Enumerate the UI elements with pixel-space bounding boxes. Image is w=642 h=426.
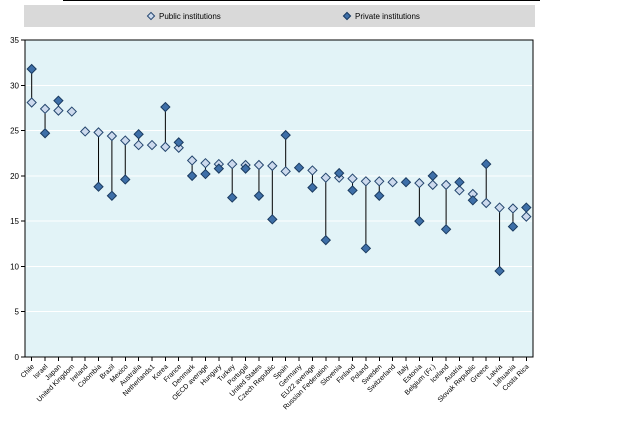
public-marker xyxy=(521,211,532,222)
private-marker xyxy=(360,243,372,254)
private-marker xyxy=(293,162,305,173)
public-marker xyxy=(227,158,238,170)
private-marker xyxy=(120,174,131,185)
private-marker xyxy=(481,158,492,170)
private-marker xyxy=(414,215,425,227)
private-marker xyxy=(521,202,532,213)
y-axis-label: 30 xyxy=(10,81,19,90)
public-marker xyxy=(440,179,452,191)
private-marker xyxy=(280,129,291,141)
private-marker xyxy=(39,128,51,139)
private-marker xyxy=(186,170,198,182)
private-marker xyxy=(374,190,385,201)
plot-area xyxy=(24,39,534,358)
public-marker xyxy=(146,139,158,151)
private-marker xyxy=(133,128,144,140)
private-marker xyxy=(307,182,318,193)
public-marker xyxy=(26,97,37,108)
private-marker xyxy=(93,181,104,192)
top-border-line xyxy=(63,0,540,1)
public-marker xyxy=(347,173,358,184)
public-marker xyxy=(79,126,91,137)
private-marker xyxy=(240,163,251,174)
legend-label-private: Private institutions xyxy=(355,11,420,21)
public-marker xyxy=(66,106,77,117)
public-marker xyxy=(320,172,331,183)
public-marker xyxy=(507,203,519,214)
public-marker xyxy=(120,135,131,146)
private-marker xyxy=(160,101,171,113)
public-marker xyxy=(253,159,265,171)
private-marker xyxy=(213,163,225,174)
public-marker xyxy=(186,155,198,166)
private-marker xyxy=(320,234,331,246)
private-marker xyxy=(333,167,345,179)
private-marker xyxy=(253,190,265,201)
public-marker xyxy=(53,105,64,116)
private-marker xyxy=(53,95,64,106)
legend-label-public: Public institutions xyxy=(159,11,221,21)
private-marker xyxy=(400,176,412,188)
y-axis-label: 15 xyxy=(10,217,19,226)
public-marker xyxy=(160,141,171,153)
public-marker xyxy=(494,202,505,213)
private-marker xyxy=(173,137,184,148)
public-marker xyxy=(173,142,184,153)
private-marker xyxy=(467,195,479,206)
legend-item-private: Private institutions xyxy=(342,5,420,27)
private-marker xyxy=(227,192,238,203)
y-axis-label: 20 xyxy=(10,172,19,181)
public-marker xyxy=(387,176,398,188)
public-marker xyxy=(106,130,118,142)
private-marker xyxy=(106,190,118,201)
public-marker xyxy=(481,197,492,209)
public-marker xyxy=(374,176,385,187)
public-marker xyxy=(93,127,104,138)
private-marker xyxy=(26,63,37,75)
public-marker xyxy=(307,165,318,176)
private-marker xyxy=(427,170,438,182)
public-marker xyxy=(133,139,144,151)
y-axis-label: 10 xyxy=(10,262,19,271)
y-axis-label: 5 xyxy=(15,308,20,317)
chart-legend: Public institutions Private institutions xyxy=(24,5,535,27)
public-marker xyxy=(200,157,211,169)
public-marker xyxy=(360,176,372,187)
public-marker xyxy=(454,185,465,196)
private-marker xyxy=(267,214,278,225)
public-marker xyxy=(414,177,425,189)
y-axis-label: 0 xyxy=(15,353,20,362)
private-marker xyxy=(494,265,505,277)
private-marker xyxy=(200,168,211,180)
private-marker xyxy=(454,176,465,188)
y-axis-label: 25 xyxy=(10,127,19,136)
private-marker xyxy=(347,185,358,196)
private-marker xyxy=(507,221,519,232)
y-axis-label: 35 xyxy=(10,36,19,45)
public-marker xyxy=(39,103,51,115)
public-marker xyxy=(280,166,291,177)
legend-item-public: Public institutions xyxy=(146,5,221,27)
private-marker xyxy=(440,224,452,235)
public-marker xyxy=(427,179,438,191)
public-marker xyxy=(267,160,278,172)
